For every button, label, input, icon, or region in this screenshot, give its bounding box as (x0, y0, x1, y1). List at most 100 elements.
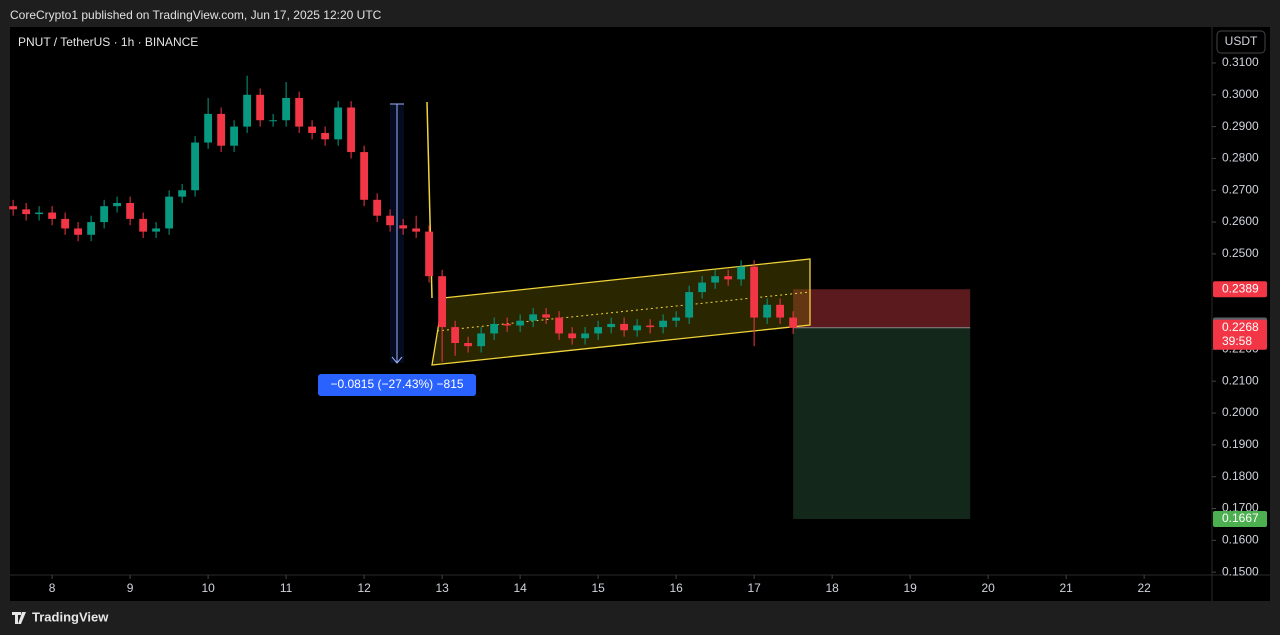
x-tick-label: 19 (903, 581, 917, 595)
candle-body (607, 323, 616, 328)
candle-body (399, 225, 408, 229)
price-badge (1213, 319, 1267, 350)
countdown: 39:58 (1222, 334, 1252, 348)
candle-body (74, 228, 83, 235)
candle-body (126, 202, 135, 219)
candle-body (334, 107, 343, 140)
candle-body (256, 94, 265, 121)
candle-body (87, 222, 96, 235)
candle-body (360, 152, 369, 200)
candle-body (35, 212, 44, 215)
x-tick-label: 9 (127, 581, 134, 595)
x-tick-label: 10 (201, 581, 215, 595)
candle-body (633, 325, 642, 331)
candle-body (555, 317, 564, 334)
x-tick-label: 13 (435, 581, 449, 595)
candle-body (581, 333, 590, 339)
candle-body (672, 317, 681, 321)
candle-body (529, 314, 538, 321)
currency: USDT (1225, 34, 1258, 48)
candle-body (789, 317, 798, 328)
publisher: CoreCrypto1 published on TradingView.com… (10, 8, 382, 22)
x-tick-label: 12 (357, 581, 371, 595)
candle-body (620, 323, 629, 331)
price-badge-label: 0.2389 (1222, 281, 1259, 295)
candle-body (113, 202, 122, 207)
target-zone (793, 327, 971, 519)
y-tick-label: 0.2500 (1222, 246, 1259, 260)
candle-body (776, 304, 785, 318)
y-tick-label: 0.2800 (1222, 151, 1259, 165)
symbol: PNUT / TetherUS · 1h · BINANCE (18, 35, 198, 49)
y-tick-label: 0.3100 (1222, 55, 1259, 69)
x-tick-label: 21 (1059, 581, 1073, 595)
candle-body (724, 276, 733, 280)
candle-body (503, 323, 512, 326)
price-badge-label: 0.2268 (1222, 320, 1259, 334)
position-tool (793, 289, 971, 519)
candle-body (347, 107, 356, 153)
x-tick-label: 20 (981, 581, 995, 595)
axes: 0.3100 0.3000 0.2900 0.2800 0.2700 0.2600 0.25… (49, 55, 1267, 595)
price-badge (1213, 510, 1267, 527)
price-badge-label: 0.1667 (1222, 511, 1259, 525)
candle-body (22, 209, 31, 215)
candle-body (308, 126, 317, 133)
candle-body (659, 320, 668, 328)
y-tick-label: 0.3000 (1222, 87, 1259, 101)
candle-body (711, 276, 720, 283)
candle-body (737, 266, 746, 280)
candle-body (750, 266, 759, 318)
x-tick-label: 18 (825, 581, 839, 595)
measure-box (318, 374, 476, 396)
candle-body (698, 282, 707, 293)
x-tick-label: 15 (591, 581, 605, 595)
y-tick-label: 0.2600 (1222, 214, 1259, 228)
x-tick-label: 22 (1137, 581, 1151, 595)
candle-body (295, 97, 304, 127)
x-tick-label: 8 (49, 581, 56, 595)
candle-body (477, 333, 486, 347)
candle-body (178, 190, 187, 197)
x-tick-label: 14 (513, 581, 527, 595)
candle-body (269, 120, 278, 122)
candle-body (61, 218, 70, 229)
candle-body (386, 215, 395, 226)
candle-body (763, 304, 772, 318)
stop-zone (793, 289, 971, 328)
candle-body (191, 142, 200, 191)
candle-body (685, 292, 694, 318)
y-tick-label: 0.1500 (1222, 564, 1259, 578)
measure-arrowhead (391, 356, 403, 364)
brand: TradingView (32, 609, 109, 624)
candle-body (490, 323, 499, 334)
y-tick-label: 0.1900 (1222, 437, 1259, 451)
candle-body (100, 206, 109, 223)
candle-body (438, 276, 447, 328)
y-tick-label: 0.2900 (1222, 119, 1259, 133)
candle-body (568, 333, 577, 339)
candle-body (139, 218, 148, 232)
candle-body (165, 196, 174, 229)
candle-body (516, 320, 525, 326)
x-tick-label: 17 (747, 581, 761, 595)
candle-body (204, 113, 213, 143)
currency-box[interactable] (1216, 30, 1266, 54)
x-tick-label: 16 (669, 581, 683, 595)
candle-body (217, 113, 226, 146)
candle-body (243, 94, 252, 127)
measure-label: −0.0815 (−27.43%) −815 (330, 377, 463, 391)
y-tick-label: 0.2700 (1222, 182, 1259, 196)
candle-body (321, 132, 330, 140)
candle-body (282, 97, 291, 121)
candle-body (152, 228, 161, 232)
candle-body (425, 231, 434, 277)
brand-logo (12, 612, 26, 624)
y-tick-label: 0.1600 (1222, 532, 1259, 546)
candle-body (451, 327, 460, 344)
y-tick-label: 0.1800 (1222, 469, 1259, 483)
candle-body (48, 212, 57, 219)
candle-body (9, 206, 18, 210)
